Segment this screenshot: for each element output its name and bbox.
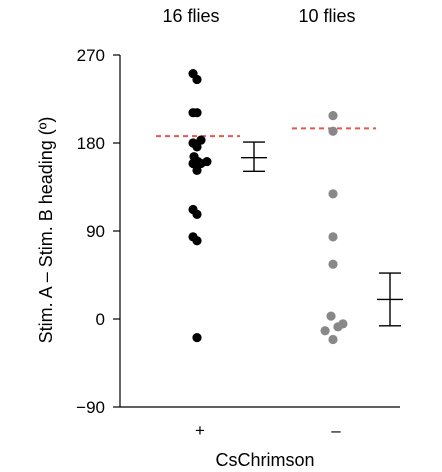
chart-axes bbox=[119, 55, 400, 408]
data-point bbox=[328, 259, 338, 269]
y-tick-label: 90 bbox=[86, 222, 105, 241]
group-annotations: 16 flies 10 flies bbox=[162, 6, 355, 26]
x-tick-label: – bbox=[331, 421, 341, 440]
y-axis-label: Stim. A – Stim. B heading (º) bbox=[36, 117, 56, 344]
data-point bbox=[192, 209, 202, 219]
y-axis-ticks: 270 180 90 0 −90 bbox=[76, 46, 120, 417]
x-axis-label: CsChrimson bbox=[215, 450, 314, 470]
data-point bbox=[328, 126, 338, 136]
data-points bbox=[188, 68, 348, 345]
data-point bbox=[192, 74, 202, 85]
data-point bbox=[328, 334, 338, 345]
data-point bbox=[192, 165, 202, 175]
data-point bbox=[328, 189, 338, 199]
y-tick-label: −90 bbox=[76, 398, 105, 417]
x-axis-ticks: + – bbox=[195, 421, 341, 440]
data-point bbox=[196, 135, 206, 145]
y-tick-label: 0 bbox=[96, 310, 105, 329]
y-tick-label: 270 bbox=[77, 46, 105, 65]
data-point bbox=[202, 156, 212, 167]
data-point bbox=[192, 332, 202, 343]
group-annotation: 16 flies bbox=[162, 6, 219, 26]
x-tick-label: + bbox=[195, 421, 205, 440]
data-point bbox=[192, 236, 202, 246]
data-point bbox=[333, 322, 343, 332]
y-tick-label: 180 bbox=[77, 134, 105, 153]
data-point bbox=[326, 311, 336, 321]
data-point bbox=[328, 232, 338, 242]
data-point bbox=[192, 142, 202, 152]
error-bars bbox=[241, 141, 403, 327]
data-point bbox=[328, 111, 338, 121]
reference-lines bbox=[156, 127, 376, 138]
data-point bbox=[320, 326, 330, 336]
data-point bbox=[192, 108, 202, 118]
group-annotation: 10 flies bbox=[298, 6, 355, 26]
